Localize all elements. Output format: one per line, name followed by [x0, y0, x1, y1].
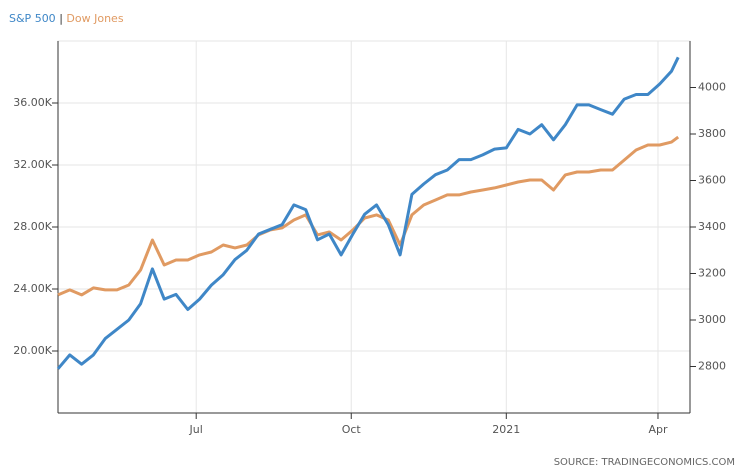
legend-entry[interactable]: Dow Jones: [66, 12, 124, 25]
x-tick-label: Apr: [648, 423, 668, 436]
y2-tick-label: 3800: [698, 127, 726, 140]
y2-tick-label: 4000: [698, 81, 726, 94]
legend-entry[interactable]: S&P 500: [9, 12, 56, 25]
y-tick-label: 20.00K: [13, 344, 52, 357]
y2-tick-label: 3200: [698, 267, 726, 280]
x-tick-label: Oct: [342, 423, 362, 436]
legend-separator: |: [59, 12, 63, 25]
x-tick-label: 2021: [492, 423, 520, 436]
line-series: [56, 56, 680, 370]
x-tick-label: Jul: [189, 423, 203, 436]
y-tick-label: 24.00K: [13, 282, 52, 295]
y2-tick-label: 3000: [698, 313, 726, 326]
y-tick-label: 32.00K: [13, 158, 52, 171]
y-tick-label: 36.00K: [13, 96, 52, 109]
line-series: [57, 135, 680, 297]
source: SOURCE: TRADINGECONOMICS.COM: [554, 457, 735, 468]
y2-tick-label: 3600: [698, 174, 726, 187]
y2-tick-label: 2800: [698, 360, 726, 373]
y-tick-label: 28.00K: [13, 220, 52, 233]
legend: S&P 500 | Dow Jones: [9, 12, 124, 25]
y2-tick-label: 3400: [698, 220, 726, 233]
